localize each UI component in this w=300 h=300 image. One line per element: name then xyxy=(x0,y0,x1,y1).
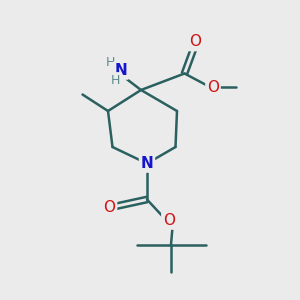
Text: O: O xyxy=(189,34,201,50)
Text: N: N xyxy=(115,63,127,78)
Text: H: H xyxy=(105,56,115,69)
Text: H: H xyxy=(111,74,120,87)
Text: O: O xyxy=(207,80,219,94)
Text: O: O xyxy=(103,200,116,214)
Text: O: O xyxy=(163,213,175,228)
Text: N: N xyxy=(141,156,153,171)
